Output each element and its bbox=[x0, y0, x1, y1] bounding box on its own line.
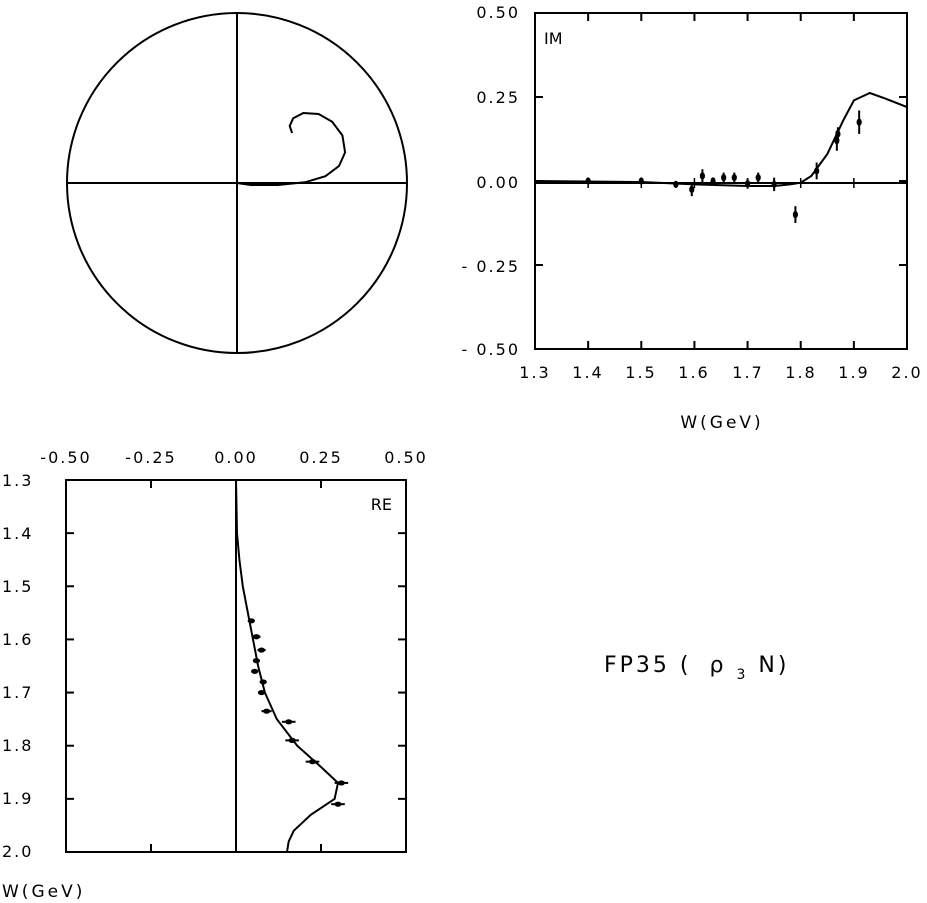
title-subscript: 3 bbox=[736, 667, 748, 683]
imaginary-panel: IM 0.50 0.25 0.00 - 0.25 - 0.50 1.3 1.4 … bbox=[462, 3, 922, 433]
re-y-tick-label: 1.6 bbox=[2, 630, 33, 649]
im-data-point bbox=[755, 174, 761, 182]
im-x-tick-label: 1.3 bbox=[519, 363, 550, 382]
title-end: N) bbox=[758, 653, 789, 678]
im-data-point bbox=[721, 174, 727, 182]
re-y-tick-label: 1.5 bbox=[2, 577, 33, 596]
im-x-tick-label: 2.0 bbox=[891, 363, 922, 382]
re-y-tick-label: 1.8 bbox=[2, 736, 33, 755]
im-data-point bbox=[814, 167, 820, 175]
re-y-tick-label: 2.0 bbox=[2, 842, 33, 861]
re-x-tick-label: 0.00 bbox=[214, 448, 258, 467]
re-x-tick-label: 0.25 bbox=[299, 448, 343, 467]
im-x-axis-label: W(GeV) bbox=[680, 413, 763, 433]
re-y-tick-label: 1.3 bbox=[2, 471, 33, 490]
im-data-point bbox=[744, 180, 751, 188]
argand-curve bbox=[236, 111, 347, 186]
title-rho: ρ bbox=[710, 653, 727, 678]
re-data-point bbox=[334, 801, 342, 807]
im-data-point bbox=[699, 172, 706, 180]
real-panel: RE -0.50 -0.25 0.00 0.25 0.50 1.3 1.4 1.… bbox=[2, 448, 428, 902]
im-x-tick-label: 1.8 bbox=[785, 363, 816, 382]
re-w-axis-label: W(GeV) bbox=[2, 882, 85, 902]
im-data-point bbox=[689, 185, 695, 193]
im-data-point bbox=[731, 174, 737, 182]
im-panel-label: IM bbox=[544, 29, 563, 48]
re-data-point bbox=[252, 658, 260, 664]
re-data-point bbox=[308, 759, 317, 765]
im-data-point bbox=[585, 177, 591, 185]
im-data-point bbox=[835, 130, 841, 138]
im-data-point bbox=[792, 211, 799, 219]
re-data-point bbox=[285, 719, 293, 725]
im-x-tick-label: 1.6 bbox=[678, 363, 709, 382]
re-y-tick-label: 1.4 bbox=[2, 524, 33, 543]
re-x-tick-label: 0.50 bbox=[384, 448, 428, 467]
re-data-point bbox=[257, 647, 266, 653]
im-y-tick-label: - 0.50 bbox=[462, 340, 520, 359]
im-y-tick-label: - 0.25 bbox=[462, 257, 520, 276]
re-data-point bbox=[247, 618, 255, 624]
re-data-point bbox=[259, 679, 267, 685]
re-y-tick-label: 1.9 bbox=[2, 789, 33, 808]
im-y-tick-label: 0.25 bbox=[476, 88, 520, 107]
im-y-tick-label: 0.00 bbox=[476, 173, 520, 192]
re-data-point bbox=[263, 708, 271, 714]
im-x-tick-label: 1.9 bbox=[838, 363, 869, 382]
im-data-point bbox=[638, 177, 644, 185]
im-fit-curve bbox=[534, 91, 908, 187]
im-y-tick-label: 0.50 bbox=[476, 3, 520, 22]
re-data-point bbox=[252, 634, 260, 640]
argand-diagram bbox=[66, 12, 408, 354]
re-x-tick-label: -0.50 bbox=[40, 448, 91, 467]
title-main: FP35 ( bbox=[604, 653, 692, 678]
re-data-point bbox=[251, 668, 259, 674]
figure-title: FP35 ( ρ 3 N) bbox=[604, 653, 789, 685]
im-x-tick-label: 1.4 bbox=[572, 363, 603, 382]
re-x-tick-label: -0.25 bbox=[125, 448, 176, 467]
re-panel-label: RE bbox=[371, 495, 392, 514]
re-data-point bbox=[337, 780, 345, 786]
im-x-tick-label: 1.7 bbox=[732, 363, 763, 382]
im-data-point bbox=[673, 180, 679, 188]
re-data-point bbox=[257, 689, 266, 696]
re-y-tick-label: 1.7 bbox=[2, 683, 33, 702]
im-data-point bbox=[710, 177, 716, 185]
im-x-tick-label: 1.5 bbox=[625, 363, 656, 382]
im-data-point bbox=[771, 180, 777, 188]
im-data-point bbox=[856, 118, 862, 126]
re-data-point bbox=[288, 737, 296, 744]
re-fit-curve bbox=[235, 479, 340, 853]
